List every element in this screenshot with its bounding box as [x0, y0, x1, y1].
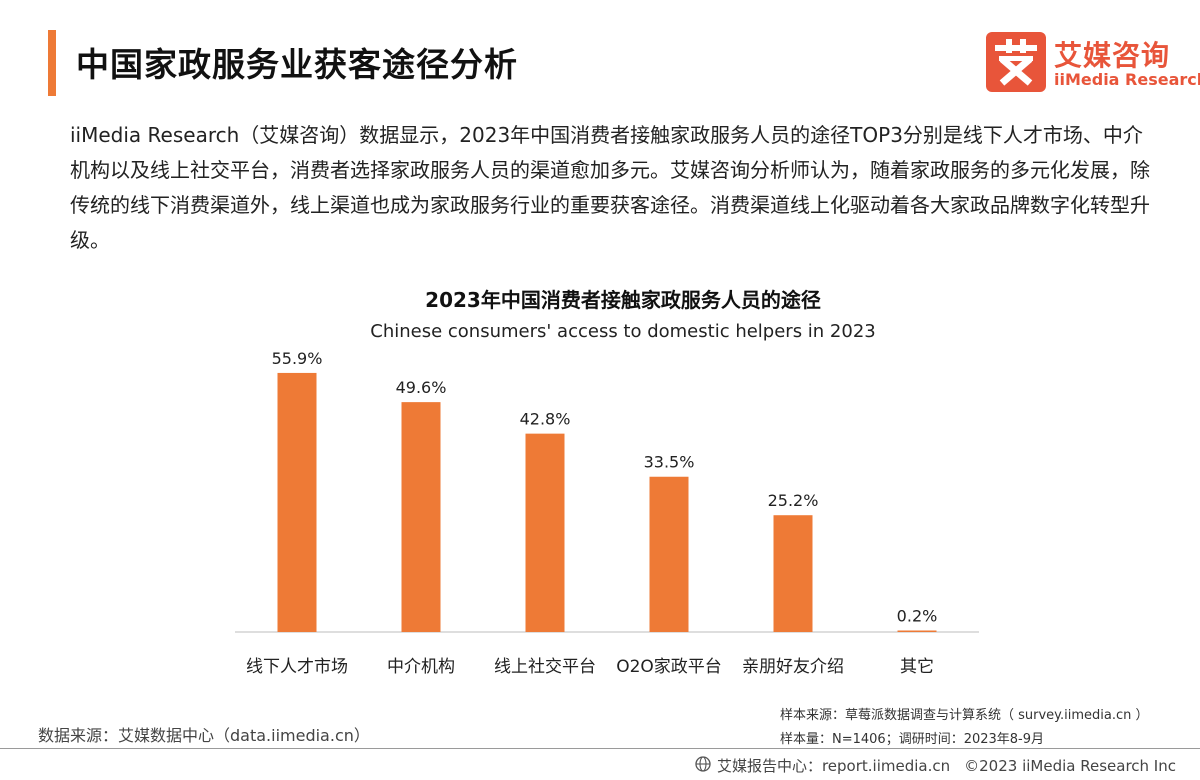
data-label-5: 0.2% — [897, 607, 938, 626]
footer-divider — [0, 748, 1200, 749]
footer-bar: 艾媒报告中心：report.iimedia.cn ©2023 iiMedia R… — [695, 755, 1176, 776]
bar-2 — [525, 433, 565, 632]
bar-3 — [649, 476, 689, 632]
data-label-3: 33.5% — [644, 453, 695, 472]
category-label-4: 亲朋好友介绍 — [742, 657, 844, 677]
report-center-link[interactable]: 艾媒报告中心：report.iimedia.cn — [716, 757, 951, 775]
title-accent-bar — [48, 30, 56, 96]
bar-4 — [773, 515, 813, 632]
chart-title: 2023年中国消费者接触家政服务人员的途径 — [425, 288, 821, 312]
bar-5 — [897, 630, 937, 632]
data-label-0: 55.9% — [272, 349, 323, 368]
globe-icon — [695, 755, 711, 776]
logo-chinese-name: 艾媒咨询 — [1054, 39, 1171, 72]
data-label-1: 49.6% — [396, 378, 447, 397]
data-label-2: 42.8% — [520, 410, 571, 429]
bar-0 — [277, 372, 317, 632]
category-label-0: 线下人才市场 — [246, 657, 348, 677]
chart-subtitle: Chinese consumers' access to domestic he… — [370, 321, 876, 342]
logo-mark-icon — [986, 32, 1046, 92]
data-label-4: 25.2% — [768, 491, 819, 510]
data-source-note: 数据来源：艾媒数据中心（data.iimedia.cn） — [38, 726, 370, 745]
sample-size-note: 样本量：N=1406；调研时间：2023年8-9月 — [780, 732, 1045, 747]
category-label-3: O2O家政平台 — [616, 657, 722, 677]
iimedia-logo: 艾媒咨询 iiMedia Research — [986, 32, 1200, 92]
category-label-5: 其它 — [900, 657, 934, 677]
category-label-1: 中介机构 — [387, 657, 455, 677]
intro-paragraph: iiMedia Research（艾媒咨询）数据显示，2023年中国消费者接触家… — [70, 123, 1150, 252]
sample-source-note: 样本来源：草莓派数据调查与计算系统（ survey.iimedia.cn ） — [780, 708, 1149, 723]
category-label-2: 线上社交平台 — [494, 657, 596, 677]
bar-1 — [401, 402, 441, 632]
copyright-text: ©2023 iiMedia Research Inc — [964, 756, 1176, 775]
page-title: 中国家政服务业获客途径分析 — [76, 45, 518, 84]
logo-english-name: iiMedia Research — [1054, 70, 1200, 89]
